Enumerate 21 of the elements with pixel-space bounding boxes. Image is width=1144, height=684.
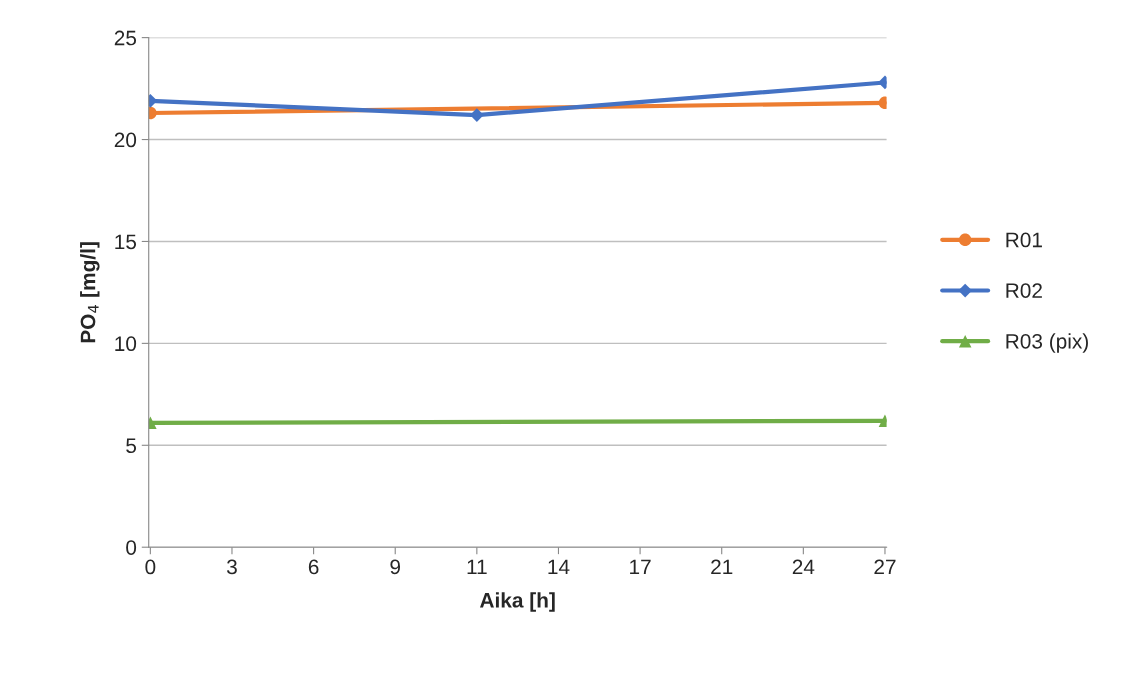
x-tick-label: 0 — [145, 559, 156, 575]
x-tick-label: 24 — [792, 559, 815, 575]
x-tick-label: 6 — [308, 559, 319, 575]
x-tick-label: 27 — [874, 559, 896, 575]
legend-label: R01 — [1006, 232, 1042, 248]
legend-label: R03 (pix) — [1006, 333, 1088, 353]
y-tick-label: 5 — [126, 438, 137, 454]
x-tick-label: 21 — [711, 559, 733, 575]
y-tick-label: 15 — [115, 234, 137, 250]
y-axis-title: PO$_{4}$ [mg/l] — [80, 242, 100, 343]
y-tick-label: 20 — [114, 132, 137, 148]
y-tick-label: 25 — [114, 30, 137, 46]
y-tick-label: 10 — [115, 336, 137, 352]
x-tick-label: 14 — [548, 559, 570, 575]
x-tick-label: 11 — [467, 559, 487, 575]
x-tick-label: 9 — [390, 559, 401, 575]
x-axis-title: Aika [h] — [479, 592, 555, 612]
y-tick-label: 0 — [126, 540, 137, 555]
legend-label: R02 — [1006, 283, 1042, 298]
x-tick-label: 3 — [226, 559, 237, 575]
x-tick-label: 17 — [630, 559, 651, 575]
